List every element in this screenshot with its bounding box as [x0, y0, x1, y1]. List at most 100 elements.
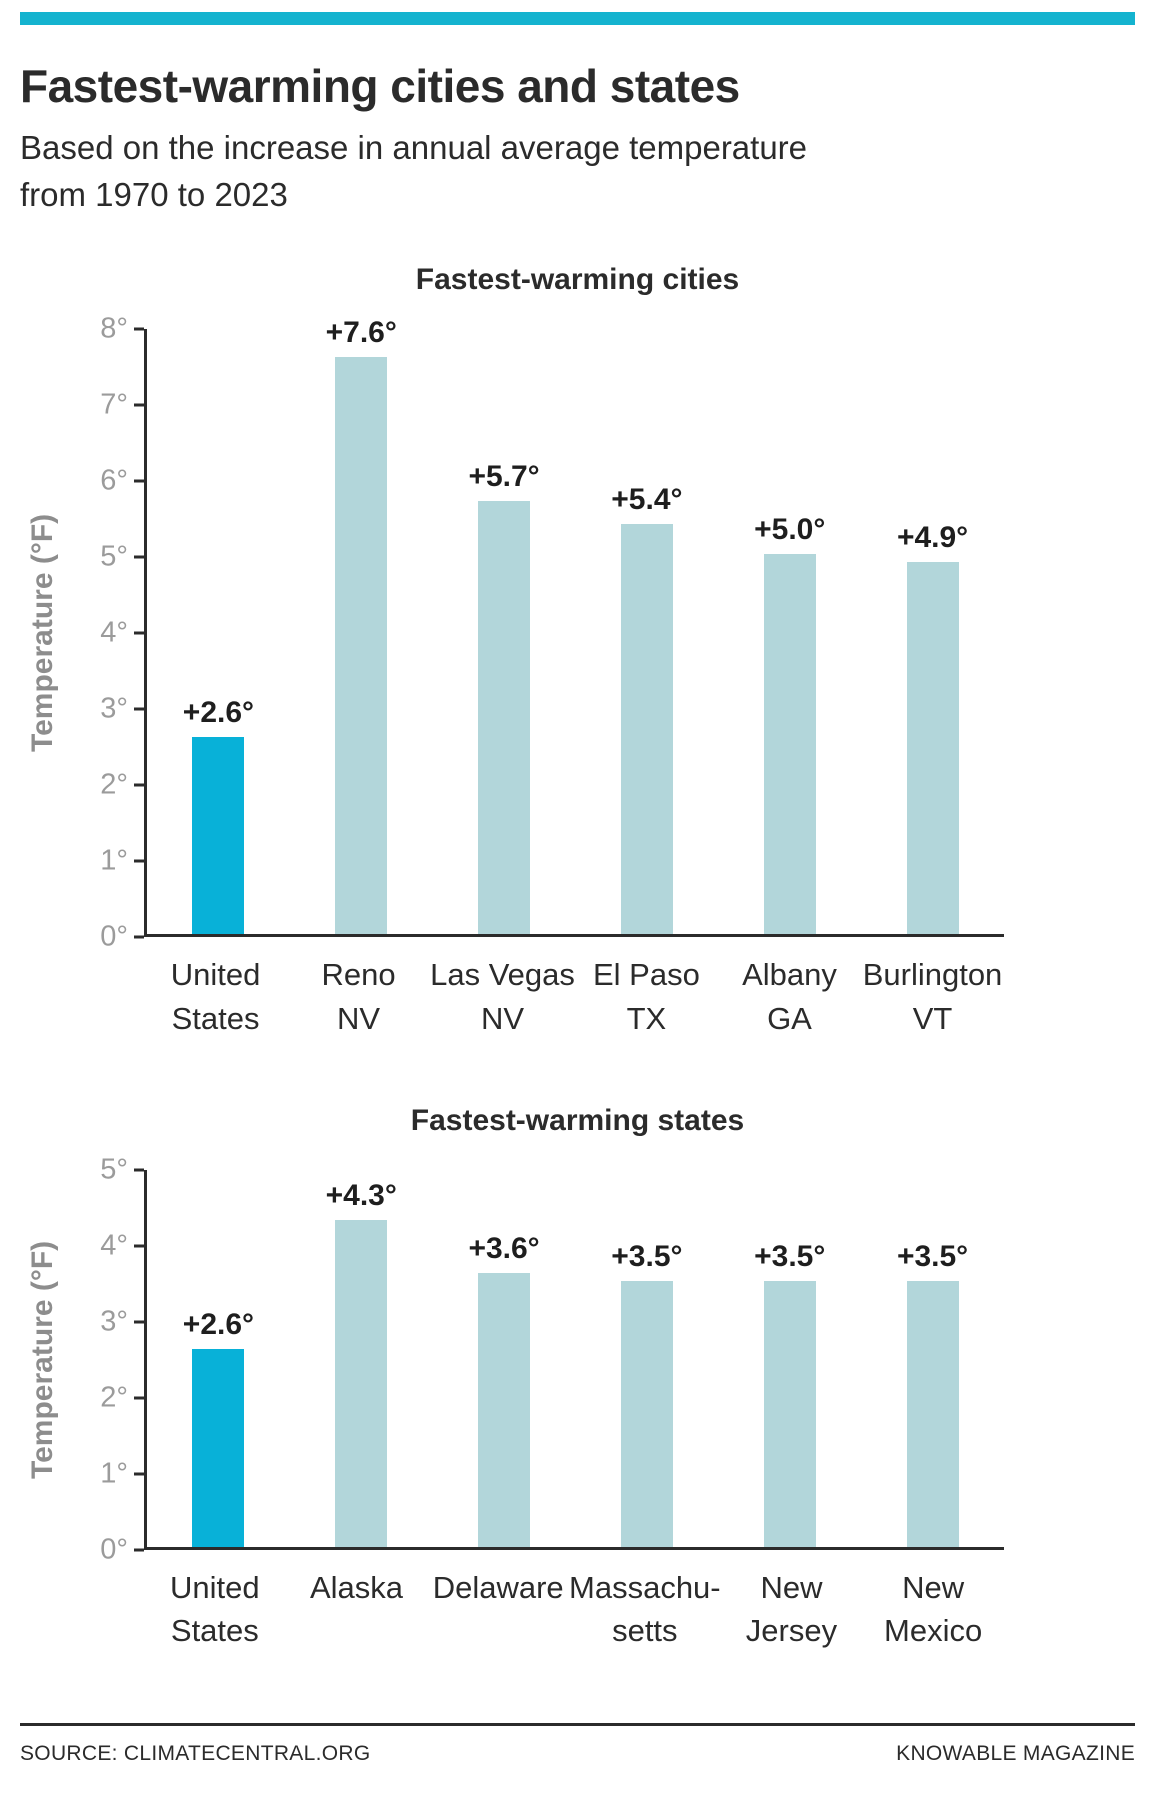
x-axis-label-line1: United — [170, 957, 261, 993]
x-axis-label-line1: Delaware — [432, 1570, 564, 1606]
y-tick-mark — [134, 555, 144, 559]
y-tick-mark — [134, 631, 144, 635]
x-axis-label: Massachu-setts — [569, 1566, 721, 1653]
states-chart-body: Temperature (°F) 0° 1° 2° 3° 4° 5° +2.6° +4.3°… — [20, 1154, 1135, 1653]
x-axis-label-line2: setts — [612, 1613, 678, 1649]
bar-series — [906, 1281, 959, 1548]
x-axis-label: Reno NV — [287, 953, 430, 1040]
x-axis-label: Alaska — [286, 1566, 428, 1653]
x-axis-label-line2: States — [171, 1000, 260, 1036]
cities-y-axis-title: Temperature (°F) — [26, 514, 59, 753]
y-tick-mark — [134, 859, 144, 863]
bar-column: +3.5° — [718, 1240, 861, 1548]
states-y-axis-ticks: 0° 1° 2° 3° 4° 5° — [66, 1154, 128, 1566]
cities-x-axis-labels: United States Reno NV Las Vegas NV El Paso TX Al… — [144, 953, 1004, 1040]
y-tick-mark — [134, 783, 144, 787]
x-axis-label-line2: Mexico — [884, 1613, 983, 1649]
bar-series — [620, 523, 673, 935]
bar-series — [335, 356, 388, 935]
y-tick-mark — [134, 1168, 144, 1172]
y-tick-label: 8° — [100, 312, 128, 345]
bar-series — [906, 561, 959, 935]
bar-value-label: +3.5° — [754, 1240, 826, 1274]
y-tick-mark — [134, 1472, 144, 1476]
y-tick-label: 3° — [100, 692, 128, 725]
bar-value-label: +5.0° — [754, 513, 826, 547]
y-tick-mark — [134, 1548, 144, 1552]
x-axis-label-line1: Reno — [321, 957, 396, 993]
cities-plot-wrap: +2.6° +7.6° +5.7° +5.4° +5.0° +4.9° United Sta… — [134, 316, 1004, 1040]
states-plot-wrap: +2.6° +4.3° +3.6° +3.5° +3.5° +3.5° United Sta… — [134, 1168, 1004, 1653]
x-axis-label-line1: El Paso — [592, 957, 700, 993]
y-tick-mark — [134, 1320, 144, 1324]
y-tick-label: 3° — [100, 1305, 128, 1338]
accent-bar — [20, 12, 1135, 25]
bar-value-label: +7.6° — [325, 315, 397, 349]
y-tick-label: 4° — [100, 616, 128, 649]
page-subtitle-line2: from 1970 to 2023 — [20, 176, 288, 214]
y-tick-label: 0° — [100, 920, 128, 953]
cities-chart: Fastest-warming cities Temperature (°F) … — [20, 263, 1135, 1040]
bar-column: +3.5° — [861, 1240, 1004, 1548]
bar-series — [763, 554, 816, 935]
y-tick-label: 2° — [100, 768, 128, 801]
bar-value-label: +2.6° — [182, 695, 255, 729]
states-y-axis-title: Temperature (°F) — [26, 1241, 59, 1480]
x-axis-label-line2: NV — [480, 1000, 525, 1036]
y-tick-label: 2° — [100, 1381, 128, 1414]
y-tick-mark — [134, 479, 144, 483]
bar-column: +5.0° — [718, 513, 861, 935]
x-axis-label-line2: States — [170, 1613, 259, 1649]
bar-series — [620, 1281, 673, 1548]
x-axis-label: New Mexico — [862, 1566, 1004, 1653]
y-tick-mark — [134, 327, 144, 331]
x-axis-label-line2: TX — [626, 1000, 667, 1036]
bar-column: +5.7° — [433, 460, 576, 935]
x-axis-label-line1: Burlington — [862, 957, 1003, 993]
bar-value-label: +3.5° — [896, 1240, 969, 1274]
page-title: Fastest-warming cities and states — [20, 60, 740, 112]
x-axis-label: Burlington VT — [861, 953, 1004, 1040]
x-axis-label: United States — [144, 1566, 286, 1653]
bar-column: +4.3° — [290, 1179, 433, 1548]
cities-chart-body: Temperature (°F) 0° 1° 2° 3° 4° 5° 6° 7° 8° +2.6… — [20, 313, 1135, 1040]
bar-highlight — [192, 736, 245, 935]
bar-value-label: +5.7° — [468, 460, 540, 494]
y-tick-label: 7° — [100, 388, 128, 421]
x-axis-label-line1: New — [760, 1570, 823, 1606]
bar-value-label: +4.9° — [896, 520, 969, 554]
y-tick-label: 0° — [100, 1533, 128, 1566]
y-tick-mark — [134, 707, 144, 711]
x-axis-label-line2: VT — [912, 1000, 953, 1036]
bar-value-label: +5.4° — [611, 482, 683, 516]
y-tick-label: 5° — [100, 1153, 128, 1186]
x-axis-label: Las Vegas NV — [430, 953, 575, 1040]
y-tick-mark — [134, 1396, 144, 1400]
bar-column: +2.6° — [147, 1308, 290, 1548]
x-axis-label: Delaware — [427, 1566, 569, 1653]
y-tick-label: 4° — [100, 1229, 128, 1262]
x-axis-label: New Jersey — [721, 1566, 863, 1653]
bar-column: +7.6° — [290, 316, 433, 935]
x-axis-label: El Paso TX — [575, 953, 718, 1040]
x-axis-label-line2: NV — [337, 1000, 381, 1036]
bar-value-label: +2.6° — [182, 1308, 255, 1342]
y-tick-label: 6° — [100, 464, 128, 497]
x-axis-label-line2 — [427, 1609, 569, 1652]
bar-series — [478, 1273, 531, 1548]
x-axis-label-line1: Albany — [742, 957, 837, 993]
states-chart: Fastest-warming states Temperature (°F) … — [20, 1104, 1135, 1653]
cities-plot-area: +2.6° +7.6° +5.7° +5.4° +5.0° +4.9° — [134, 316, 1004, 939]
x-axis-label: United States — [144, 953, 287, 1040]
y-tick-mark — [134, 1244, 144, 1248]
x-axis-label-line2 — [286, 1609, 428, 1652]
states-plot-area: +2.6° +4.3° +3.6° +3.5° +3.5° +3.5° — [134, 1168, 1004, 1552]
x-axis-label-line1: Alaska — [309, 1570, 404, 1606]
bar-series — [478, 501, 531, 935]
states-chart-title: Fastest-warming states — [410, 1104, 745, 1138]
cities-y-axis-ticks: 0° 1° 2° 3° 4° 5° 6° 7° 8° — [66, 313, 128, 953]
bar-column: +2.6° — [147, 696, 290, 935]
x-axis-label: Albany GA — [718, 953, 861, 1040]
bar-column: +3.6° — [433, 1232, 576, 1548]
